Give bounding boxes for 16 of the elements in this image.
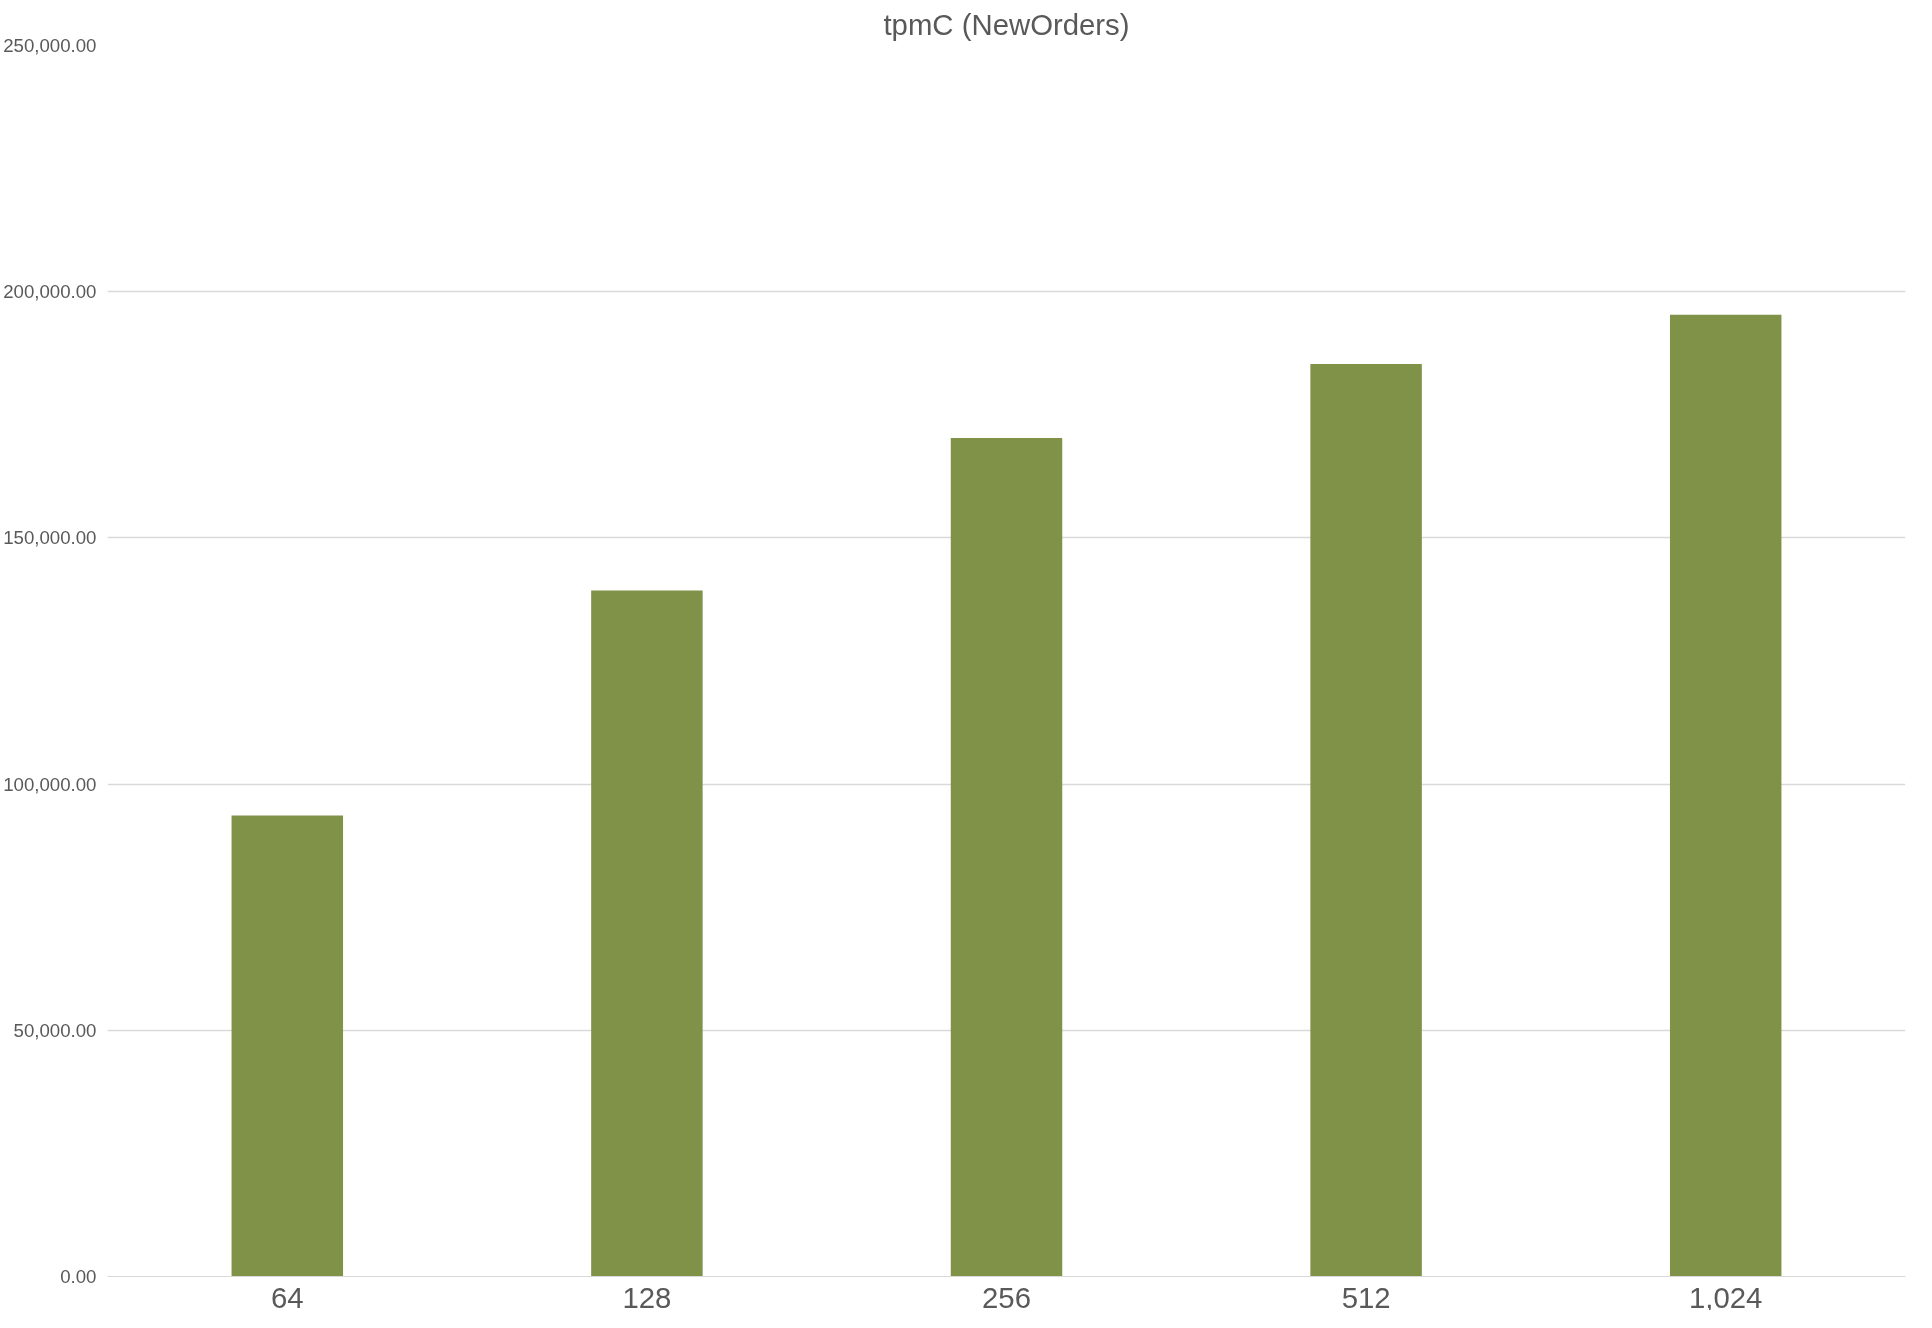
bar xyxy=(591,590,703,1277)
y-tick-label: 250,000.00 xyxy=(3,35,97,56)
y-tick-label: 150,000.00 xyxy=(3,527,97,549)
chart-title: tpmC (NewOrders) xyxy=(883,7,1130,41)
bar xyxy=(231,815,344,1277)
y-tick-label: 50,000.00 xyxy=(13,1019,97,1041)
bar xyxy=(1310,364,1422,1277)
y-tick-label: 100,000.00 xyxy=(3,773,97,795)
bar xyxy=(950,437,1063,1277)
y-tick-label: 0.00 xyxy=(60,1266,97,1287)
y-tick-label: 200,000.00 xyxy=(3,281,97,303)
x-tick-label: 512 xyxy=(1341,1280,1391,1314)
x-tick-label: 128 xyxy=(622,1280,672,1314)
x-tick-label: 64 xyxy=(270,1280,304,1314)
bar xyxy=(1669,314,1782,1277)
x-tick-label: 256 xyxy=(982,1280,1031,1314)
